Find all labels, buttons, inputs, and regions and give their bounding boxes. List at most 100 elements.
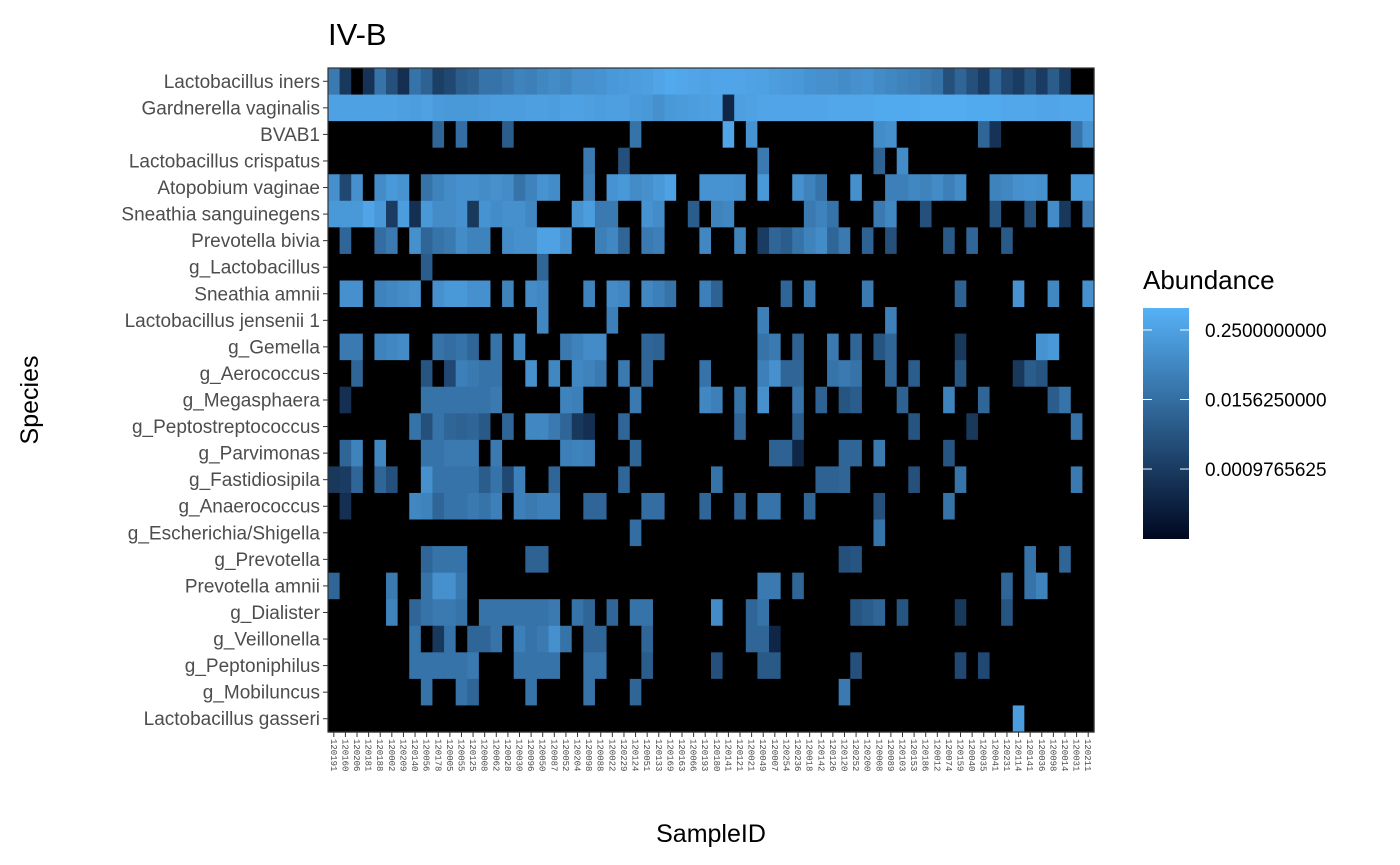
heatmap-cell xyxy=(885,280,898,308)
heatmap-cell xyxy=(455,599,468,627)
heatmap-cell xyxy=(1059,519,1072,547)
heatmap-cell xyxy=(722,121,735,149)
heatmap-cell xyxy=(687,147,700,175)
heatmap-cell xyxy=(525,386,538,414)
heatmap-cell xyxy=(769,333,782,361)
heatmap-cell xyxy=(652,413,666,441)
heatmap-cell xyxy=(641,68,654,96)
heatmap-cell xyxy=(490,519,503,547)
heatmap-cell xyxy=(444,307,457,335)
heatmap-cell xyxy=(989,253,1002,282)
heatmap-cell xyxy=(560,360,573,388)
heatmap-cell xyxy=(699,94,712,122)
heatmap-cell xyxy=(908,519,921,547)
heatmap-cell xyxy=(652,519,666,547)
heatmap-cell xyxy=(560,652,573,680)
heatmap-cell xyxy=(699,599,712,627)
heatmap-cell xyxy=(629,386,642,414)
heatmap-cell xyxy=(490,307,503,335)
heatmap-cell xyxy=(722,360,735,388)
heatmap-cell xyxy=(455,280,468,308)
heatmap-cell xyxy=(455,200,468,228)
heatmap-cell xyxy=(838,94,851,122)
heatmap-cell xyxy=(536,307,550,335)
heatmap-cell xyxy=(664,413,677,441)
heatmap-cell xyxy=(409,625,422,653)
heatmap-cell xyxy=(1082,678,1095,707)
heatmap-cell xyxy=(919,360,933,388)
heatmap-cell xyxy=(1001,705,1014,733)
heatmap-cell xyxy=(444,625,457,653)
heatmap-cell xyxy=(1070,360,1083,388)
heatmap-cell xyxy=(734,439,747,467)
heatmap-cell xyxy=(478,413,492,441)
heatmap-cell xyxy=(606,599,619,627)
heatmap-cell xyxy=(1001,572,1014,600)
heatmap-cell xyxy=(977,466,991,494)
heatmap-cell xyxy=(908,492,921,521)
heatmap-cell xyxy=(351,360,364,388)
heatmap-cell xyxy=(571,546,584,574)
heatmap-cell xyxy=(409,174,422,202)
heatmap-cell xyxy=(757,386,770,414)
heatmap-cell xyxy=(397,280,410,308)
heatmap-cell xyxy=(1012,147,1025,175)
heatmap-cell xyxy=(815,572,828,600)
heatmap-cell xyxy=(734,546,747,574)
heatmap-cell xyxy=(583,599,596,627)
heatmap-cell xyxy=(757,652,770,680)
heatmap-cell xyxy=(560,68,573,96)
heatmap-cell xyxy=(536,466,550,494)
heatmap-cell xyxy=(420,599,434,627)
heatmap-cell xyxy=(339,147,352,175)
x-tick-label: 120089 xyxy=(885,739,895,771)
heatmap-cell xyxy=(850,599,863,627)
heatmap-cell xyxy=(432,678,445,707)
heatmap-cell xyxy=(966,519,979,547)
heatmap-cell xyxy=(560,333,573,361)
heatmap-cell xyxy=(629,94,642,122)
heatmap-cell xyxy=(420,94,434,122)
y-tick-label: Lactobacillus gasseri xyxy=(144,709,320,730)
heatmap-cell xyxy=(560,200,573,228)
heatmap-cell xyxy=(919,625,933,653)
heatmap-cell xyxy=(711,492,724,521)
heatmap-cell xyxy=(943,174,956,202)
heatmap-cell xyxy=(711,94,724,122)
heatmap-cell xyxy=(908,599,921,627)
heatmap-cell xyxy=(827,147,840,175)
y-tick-label: g_Veillonella xyxy=(213,630,320,651)
x-tick-label: 120229 xyxy=(618,739,628,771)
heatmap-cell xyxy=(560,174,573,202)
heatmap-cell xyxy=(711,413,724,441)
heatmap-cell xyxy=(815,360,828,388)
heatmap-cell xyxy=(757,307,770,335)
heatmap-cell xyxy=(792,200,805,228)
heatmap-cell xyxy=(571,307,584,335)
heatmap-cell xyxy=(885,147,898,175)
heatmap-cell xyxy=(803,705,817,733)
heatmap-cell xyxy=(583,280,596,308)
heatmap-cell xyxy=(919,439,933,467)
heatmap-cell xyxy=(420,413,434,441)
heatmap-cell xyxy=(977,546,991,574)
heatmap-cell xyxy=(676,599,689,627)
heatmap-cell xyxy=(455,227,468,255)
heatmap-cell xyxy=(629,253,642,282)
heatmap-cell xyxy=(711,466,724,494)
heatmap-cell xyxy=(571,386,584,414)
heatmap-cell xyxy=(386,546,399,574)
heatmap-cell xyxy=(722,572,735,600)
x-tick-label: 120052 xyxy=(560,739,570,771)
heatmap-cell xyxy=(467,280,480,308)
heatmap-cell xyxy=(1001,200,1014,228)
heatmap-cell xyxy=(711,625,724,653)
heatmap-cell xyxy=(1024,333,1037,361)
heatmap-cell xyxy=(1012,68,1025,96)
heatmap-cell xyxy=(455,94,468,122)
heatmap-cell xyxy=(792,625,805,653)
heatmap-cell xyxy=(548,439,561,467)
heatmap-cell xyxy=(838,413,851,441)
heatmap-cell xyxy=(513,174,526,202)
heatmap-cell xyxy=(571,360,584,388)
